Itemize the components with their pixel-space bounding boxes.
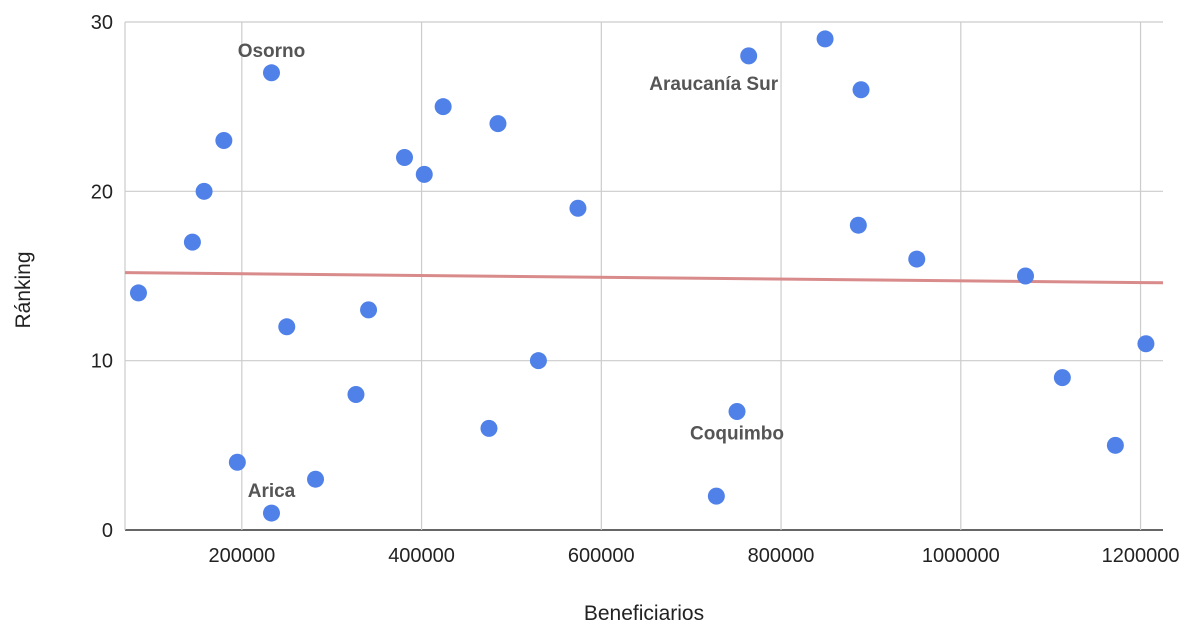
- annotation-label: Osorno: [238, 41, 306, 62]
- data-point: [434, 98, 452, 116]
- data-point: [740, 47, 758, 65]
- data-point: [129, 284, 147, 302]
- annotation-label: Araucanía Sur: [649, 74, 778, 95]
- data-point: [1137, 335, 1155, 353]
- data-point: [908, 250, 926, 268]
- y-tick-label: 20: [91, 181, 113, 203]
- data-point: [415, 165, 433, 183]
- data-point: [347, 386, 365, 404]
- data-point: [307, 470, 325, 488]
- annotation-label: Arica: [248, 481, 296, 502]
- x-tick-label: 600000: [568, 545, 635, 567]
- data-point: [480, 419, 498, 437]
- data-point: [183, 233, 201, 251]
- data-point: [569, 199, 587, 217]
- data-point: [1053, 369, 1071, 387]
- tick-labels: 0 10 20 30 200000 400000 600000 800000 1000000 12…: [91, 12, 1180, 567]
- x-tick-label: 200000: [208, 545, 275, 567]
- x-tick-label: 1000000: [922, 545, 1000, 567]
- data-point: [262, 64, 280, 82]
- y-axis-title: Ránking: [12, 251, 35, 328]
- data-point: [1016, 267, 1034, 285]
- data-point: [707, 487, 725, 505]
- y-tick-label: 0: [102, 520, 113, 542]
- x-tick-label: 800000: [748, 545, 815, 567]
- trendline-layer: [124, 271, 1164, 285]
- y-tick-label: 10: [91, 351, 113, 373]
- data-point: [395, 148, 413, 166]
- trendline: [124, 271, 1164, 285]
- y-tick-label: 30: [91, 12, 113, 34]
- grid-lines: [124, 21, 1163, 531]
- annotations: Osorno Araucanía Sur Coquimbo Arica: [238, 41, 784, 502]
- data-points: [129, 30, 1155, 522]
- x-axis-title: Beneficiarios: [584, 602, 704, 625]
- data-point: [1106, 436, 1124, 454]
- annotation-label: Coquimbo: [690, 423, 784, 444]
- x-tick-label: 400000: [388, 545, 455, 567]
- data-point: [816, 30, 834, 48]
- data-point: [262, 504, 280, 522]
- data-point: [852, 81, 870, 99]
- data-point: [278, 318, 296, 336]
- data-point: [489, 115, 507, 133]
- data-point: [215, 132, 233, 150]
- data-point: [529, 352, 547, 370]
- data-point: [228, 453, 246, 471]
- x-tick-label: 1200000: [1102, 545, 1180, 567]
- data-point: [849, 216, 867, 234]
- data-point: [195, 182, 213, 200]
- data-point: [728, 402, 746, 420]
- data-point: [360, 301, 378, 319]
